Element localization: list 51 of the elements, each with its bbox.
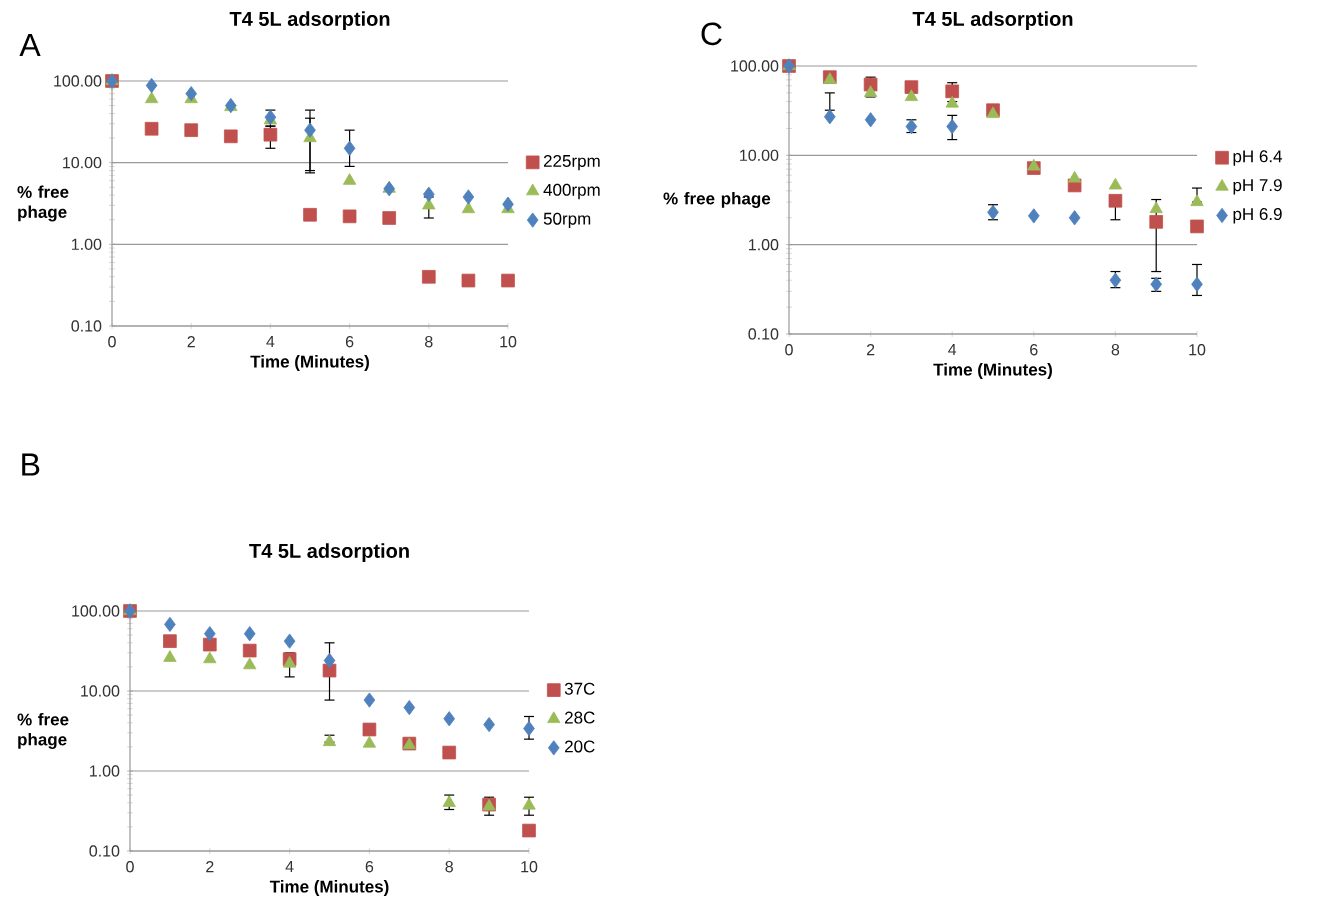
y-tick-label: 0.10 bbox=[71, 320, 102, 332]
x-tick-label: 6 bbox=[1030, 344, 1038, 356]
y-tick-label: 0.10 bbox=[89, 845, 120, 857]
x-tick-label: 8 bbox=[445, 861, 453, 873]
legend-label: 400rpm bbox=[543, 183, 600, 200]
y-tick-label: 100.00 bbox=[731, 60, 779, 72]
legend-label: pH 6.4 bbox=[1233, 150, 1283, 166]
x-tick-label: 6 bbox=[345, 336, 354, 348]
legend-label: 225rpm bbox=[543, 154, 600, 171]
y-tick-label: 1.00 bbox=[90, 765, 120, 777]
x-axis-title: Time (Minutes) bbox=[250, 355, 369, 371]
legend-label: 37C bbox=[564, 682, 595, 695]
x-tick-label: 2 bbox=[206, 861, 214, 873]
x-tick-label: 6 bbox=[365, 861, 374, 873]
chart-title: T4 5L adsorption bbox=[912, 11, 1073, 30]
y-tick-label: 1.00 bbox=[749, 239, 779, 251]
x-tick-label: 10 bbox=[521, 861, 538, 873]
x-tick-label: 8 bbox=[425, 336, 433, 348]
x-axis-title: Time (Minutes) bbox=[269, 880, 389, 896]
y-tick-label: 100.00 bbox=[72, 605, 120, 617]
y-tick-label: 100.00 bbox=[54, 75, 102, 87]
x-tick-label: 2 bbox=[187, 336, 195, 348]
text: A bbox=[19, 33, 41, 56]
text: C bbox=[701, 22, 722, 46]
text: B bbox=[22, 453, 40, 476]
chart-title: T4 5L adsorption bbox=[249, 543, 409, 562]
x-tick-label: 0 bbox=[785, 344, 793, 356]
x-tick-label: 4 bbox=[948, 344, 957, 356]
x-axis-title: Time (Minutes) bbox=[933, 363, 1052, 379]
y-tick-label: 10.00 bbox=[63, 156, 102, 169]
y-axis-title: % free phage bbox=[663, 192, 771, 208]
y-axis-title: % free phage bbox=[17, 185, 69, 222]
legend-label: 28C bbox=[565, 711, 595, 724]
y-tick-label: 1.00 bbox=[72, 238, 102, 250]
chart-title: T4 5L adsorption bbox=[229, 11, 390, 30]
x-tick-label: 10 bbox=[1189, 344, 1206, 356]
x-tick-label: 2 bbox=[866, 344, 875, 356]
x-tick-label: 8 bbox=[1111, 344, 1120, 356]
legend-label: pH 7.9 bbox=[1233, 179, 1282, 195]
legend-label: 50rpm bbox=[543, 212, 591, 229]
x-tick-label: 0 bbox=[126, 861, 134, 873]
x-tick-label: 4 bbox=[266, 336, 275, 348]
legend-label: pH 6.9 bbox=[1233, 208, 1282, 224]
legend-label: 20C bbox=[565, 740, 595, 753]
x-tick-label: 10 bbox=[500, 336, 517, 348]
x-tick-label: 4 bbox=[285, 861, 294, 873]
y-tick-label: 0.10 bbox=[748, 328, 779, 340]
y-axis-title: % free phage bbox=[17, 713, 69, 749]
y-tick-label: 10.00 bbox=[740, 149, 779, 161]
y-tick-label: 10.00 bbox=[81, 685, 120, 697]
x-tick-label: 0 bbox=[108, 336, 116, 348]
